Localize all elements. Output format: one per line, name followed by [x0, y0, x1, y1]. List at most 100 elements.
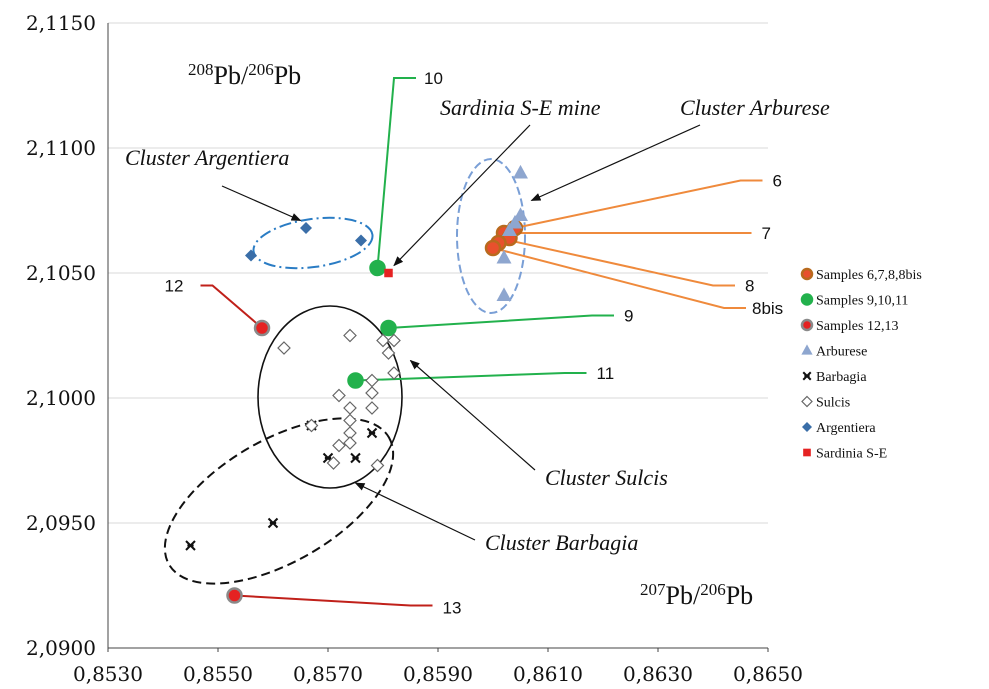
point-samples-12-13 [226, 587, 243, 604]
annotation-arrow [530, 124, 701, 202]
x-tick-label: 0,8610 [513, 662, 583, 686]
point-label-10: 10 [424, 69, 443, 88]
legend-label: Barbagia [816, 370, 867, 385]
legend-marker [800, 267, 814, 281]
x-tick-label: 0,8630 [623, 662, 693, 686]
annotation-arrow [221, 185, 302, 222]
point-barbagia [185, 540, 196, 551]
point-argentiera [245, 249, 257, 262]
x-tick-label: 0,8530 [73, 662, 143, 686]
point-sulcis [343, 328, 357, 343]
point-sulcis [304, 418, 319, 433]
point-number-labels: 6 7 8 8bis 9 10 11 12 13 [165, 69, 784, 618]
point-barbagia [366, 427, 378, 439]
x-tick-label: 0,8570 [293, 662, 363, 686]
legend-label: Samples 12,13 [816, 319, 898, 334]
legend-item: Samples 6,7,8,8bis [800, 267, 922, 283]
y-axis-title: 208Pb/206Pb [188, 60, 301, 90]
point-argentiera [355, 234, 367, 247]
point-sulcis [343, 436, 357, 450]
legend-item: Samples 9,10,11 [800, 293, 908, 309]
legend-marker [801, 395, 813, 408]
legend-marker [800, 318, 814, 332]
point-label-8: 8 [745, 277, 754, 296]
x-tick-label: 0,8590 [403, 662, 473, 686]
point-sulcis [381, 346, 396, 360]
legend-item: Sardinia S-E [803, 447, 887, 462]
point-sulcis [376, 333, 390, 348]
cluster-barbagia-outline [163, 417, 395, 585]
legend: Samples 6,7,8,8bis Samples 9,10,11 Samples… [800, 267, 922, 462]
legend-item: Arburese [801, 344, 867, 360]
legend-item: Argentiera [802, 421, 876, 436]
x-axis-title: 207Pb/206Pb [640, 580, 753, 610]
point-sulcis [332, 438, 346, 453]
legend-label: Arburese [816, 345, 867, 360]
leader-line-8 [498, 237, 735, 287]
cluster-arburese-outline [456, 158, 526, 314]
point-sulcis [370, 458, 385, 473]
point-arburese [496, 249, 512, 264]
legend-item: Samples 12,13 [800, 318, 898, 334]
point-label-9: 9 [624, 307, 633, 326]
x-tick-labels: 0,8530 0,8550 0,8570 0,8590 0,8610 0,8630 0,86… [73, 648, 803, 686]
point-label-7: 7 [762, 224, 771, 243]
annotation-arrow [393, 124, 531, 267]
leader-line-8bis [492, 247, 746, 309]
leader-line-10 [376, 77, 416, 269]
y-tick-label: 2,1000 [26, 386, 96, 410]
annotation-sardinia-s-e-mine: Sardinia S-E mine [440, 95, 601, 120]
point-sulcis [277, 341, 291, 355]
legend-label: Sardinia S-E [816, 447, 887, 462]
point-arburese [507, 214, 523, 229]
point-label-13: 13 [443, 599, 462, 618]
point-sulcis [332, 388, 346, 403]
data-points [185, 164, 528, 604]
annotation-arrow [409, 359, 536, 471]
point-arburese [513, 207, 528, 221]
point-label-8bis: 8bis [752, 299, 783, 318]
legend-item: Sulcis [801, 395, 850, 411]
point-samples-9-10-11 [369, 259, 386, 277]
legend-marker [801, 344, 813, 355]
cluster-sulcis-outline [257, 305, 403, 489]
point-samples-12-13 [253, 319, 271, 337]
annotation-labels: Cluster Argentiera Sardinia S-E mine Clust… [125, 95, 830, 555]
legend-label: Argentiera [816, 421, 876, 436]
legend-marker [802, 371, 812, 381]
point-sardinia-s-e [384, 268, 393, 278]
point-sulcis [365, 401, 379, 415]
point-samples-6-7-8-8bis [484, 239, 502, 257]
y-tick-labels: 2,0900 2,0950 2,1000 2,1050 2,1100 2,1150 [26, 11, 96, 660]
point-barbagia [267, 517, 279, 529]
point-sulcis [326, 456, 341, 470]
legend-marker [803, 448, 811, 457]
annotation-cluster-arburese: Cluster Arburese [680, 95, 830, 120]
point-label-11: 11 [597, 364, 615, 383]
legend-marker [802, 422, 812, 432]
y-tick-label: 2,1050 [26, 261, 96, 285]
x-tick-label: 0,8650 [733, 662, 803, 686]
point-sulcis [387, 333, 401, 348]
leader-line-9 [388, 314, 614, 329]
x-tick-label: 0,8550 [183, 662, 253, 686]
legend-item: Barbagia [802, 370, 867, 385]
point-argentiera [300, 222, 312, 234]
point-label-12: 12 [165, 277, 184, 296]
leader-line-11 [355, 372, 587, 382]
annotation-cluster-argentiera: Cluster Argentiera [125, 145, 289, 170]
legend-marker [800, 293, 814, 306]
point-sulcis [365, 386, 379, 400]
annotation-cluster-sulcis: Cluster Sulcis [545, 465, 668, 490]
point-arburese [513, 164, 528, 179]
leader-line-13 [234, 594, 433, 607]
cluster-outlines [163, 158, 526, 585]
legend-label: Samples 9,10,11 [816, 294, 908, 309]
leader-line-6 [514, 179, 763, 229]
point-barbagia [350, 452, 361, 464]
y-tick-label: 2,0950 [26, 511, 96, 535]
point-label-6: 6 [773, 172, 782, 191]
annotation-arrow [354, 482, 476, 541]
legend-label: Sulcis [816, 396, 850, 411]
